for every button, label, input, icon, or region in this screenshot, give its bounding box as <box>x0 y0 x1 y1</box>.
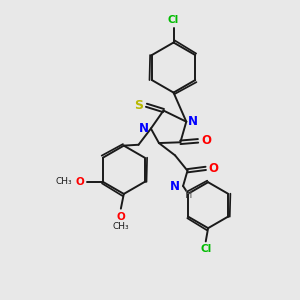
Text: O: O <box>201 134 211 147</box>
Text: S: S <box>134 99 143 112</box>
Text: Cl: Cl <box>200 244 212 254</box>
Text: O: O <box>116 212 125 222</box>
Text: O: O <box>76 177 84 187</box>
Text: O: O <box>209 162 219 175</box>
Text: N: N <box>169 179 179 193</box>
Text: N: N <box>139 122 149 135</box>
Text: CH₃: CH₃ <box>112 222 129 231</box>
Text: CH₃: CH₃ <box>56 177 72 186</box>
Text: H: H <box>184 190 192 200</box>
Text: N: N <box>188 115 198 128</box>
Text: Cl: Cl <box>168 15 179 26</box>
